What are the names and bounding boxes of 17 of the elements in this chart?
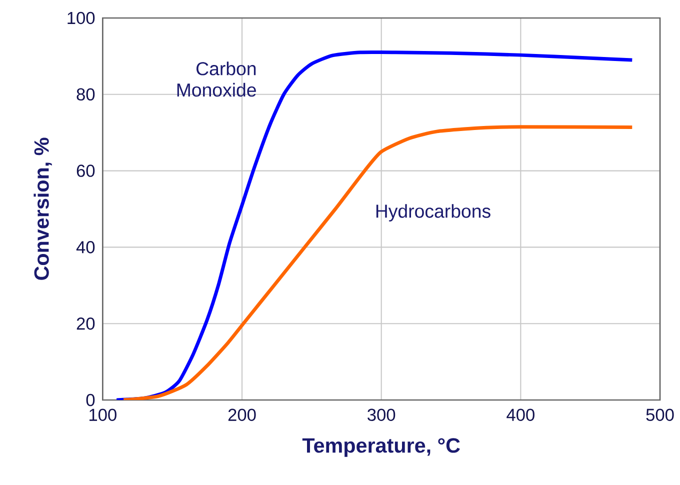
x-tick-label: 200 (228, 408, 256, 421)
y-tick-label: 80 (76, 88, 95, 101)
line-series (114, 50, 634, 400)
x-tick-label: 100 (90, 408, 116, 421)
y-tick-label: 40 (76, 241, 95, 254)
series-label: Hydrocarbons (376, 204, 490, 222)
y-axis-title: Conversion, % (34, 138, 52, 280)
y-tick-label: 20 (76, 317, 95, 330)
x-tick-label: 300 (368, 408, 396, 421)
x-tick-label: 500 (646, 408, 674, 421)
x-tick-label: 400 (506, 408, 534, 421)
y-tick-label: 100 (68, 12, 95, 24)
x-axis-title: Temperature, °C (302, 438, 460, 457)
series-label: Carbon Monoxide (177, 62, 256, 97)
y-tick-label: 0 (86, 394, 95, 406)
y-tick-label: 60 (76, 164, 95, 177)
line-series (122, 125, 634, 400)
